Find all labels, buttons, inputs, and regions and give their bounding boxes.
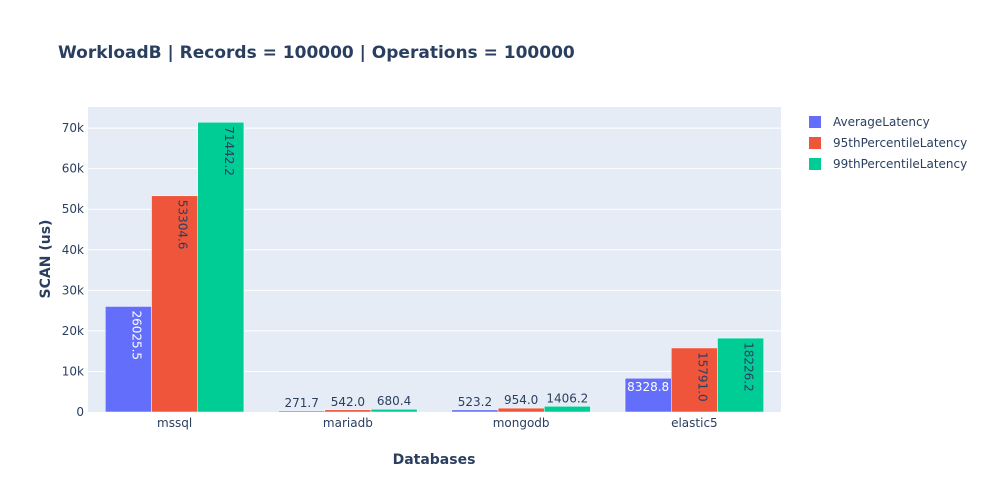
legend-swatch <box>809 137 821 149</box>
bars: 26025.5 53304.6 71442.2 271.7 542.0 680.4 523.… <box>105 121 764 413</box>
y-tick-label: 10k <box>62 364 84 378</box>
x-axis-title: Databases <box>393 452 476 468</box>
bar-label: 523.2 <box>458 395 492 409</box>
legend[interactable]: AverageLatency 95thPercentileLatency 99thP… <box>809 115 967 171</box>
bar-label: 680.4 <box>377 394 411 408</box>
y-tick-label: 0 <box>76 405 84 419</box>
legend-label: AverageLatency <box>833 115 930 129</box>
legend-swatch <box>809 116 821 128</box>
legend-label: 95thPercentileLatency <box>833 136 967 150</box>
y-tick-label: 20k <box>62 324 84 338</box>
bar-99thPercentileLatency-mongodb[interactable] <box>543 406 591 413</box>
bar-99thPercentileLatency-mssql[interactable] <box>197 121 245 413</box>
bar-label: 18226.2 <box>742 342 756 392</box>
bar-AverageLatency-mariadb[interactable] <box>278 410 326 413</box>
legend-item[interactable]: AverageLatency <box>809 115 930 129</box>
bar-AverageLatency-mongodb[interactable] <box>451 409 499 413</box>
bar-label: 954.0 <box>504 393 538 407</box>
bar-AverageLatency-mssql[interactable] <box>105 306 152 413</box>
y-tick-label: 40k <box>62 243 84 257</box>
y-tick-label: 50k <box>62 202 84 216</box>
y-tick-label: 60k <box>62 162 84 176</box>
x-axis-ticks: mssql mariadb mongodb elastic5 <box>157 416 718 430</box>
bar-label: 71442.2 <box>222 126 236 176</box>
bar-label: 271.7 <box>284 396 318 410</box>
bar-label: 53304.6 <box>176 200 190 250</box>
y-axis-title: SCAN (us) <box>38 220 54 299</box>
y-tick-label: 70k <box>62 121 84 135</box>
bar-label: 1406.2 <box>546 391 588 405</box>
y-tick-label: 30k <box>62 283 84 297</box>
bar-95thPercentileLatency-mariadb[interactable] <box>324 409 372 413</box>
legend-swatch <box>809 158 821 170</box>
legend-item[interactable]: 95thPercentileLatency <box>809 136 967 150</box>
bar-99thPercentileLatency-elastic5[interactable] <box>717 337 764 413</box>
legend-item[interactable]: 99thPercentileLatency <box>809 157 967 171</box>
chart-title: WorkloadB | Records = 100000 | Operation… <box>58 43 575 63</box>
x-tick-label: elastic5 <box>671 416 718 430</box>
x-tick-label: mssql <box>157 416 192 430</box>
y-axis-ticks: 0 10k 20k 30k 40k 50k 60k 70k <box>62 121 84 419</box>
bar-label: 15791.0 <box>695 352 709 402</box>
bar-AverageLatency-elastic5[interactable] <box>624 377 672 413</box>
bar-95thPercentileLatency-mssql[interactable] <box>151 195 198 413</box>
bar-label: 8328.8 <box>627 380 669 394</box>
bar-99thPercentileLatency-mariadb[interactable] <box>370 408 418 413</box>
bar-label: 542.0 <box>331 395 365 409</box>
x-tick-label: mongodb <box>493 416 550 430</box>
legend-label: 99thPercentileLatency <box>833 157 967 171</box>
bar-95thPercentileLatency-elastic5[interactable] <box>671 347 718 413</box>
bar-95thPercentileLatency-mongodb[interactable] <box>497 407 545 413</box>
x-tick-label: mariadb <box>323 416 373 430</box>
bar-label: 26025.5 <box>129 310 143 360</box>
